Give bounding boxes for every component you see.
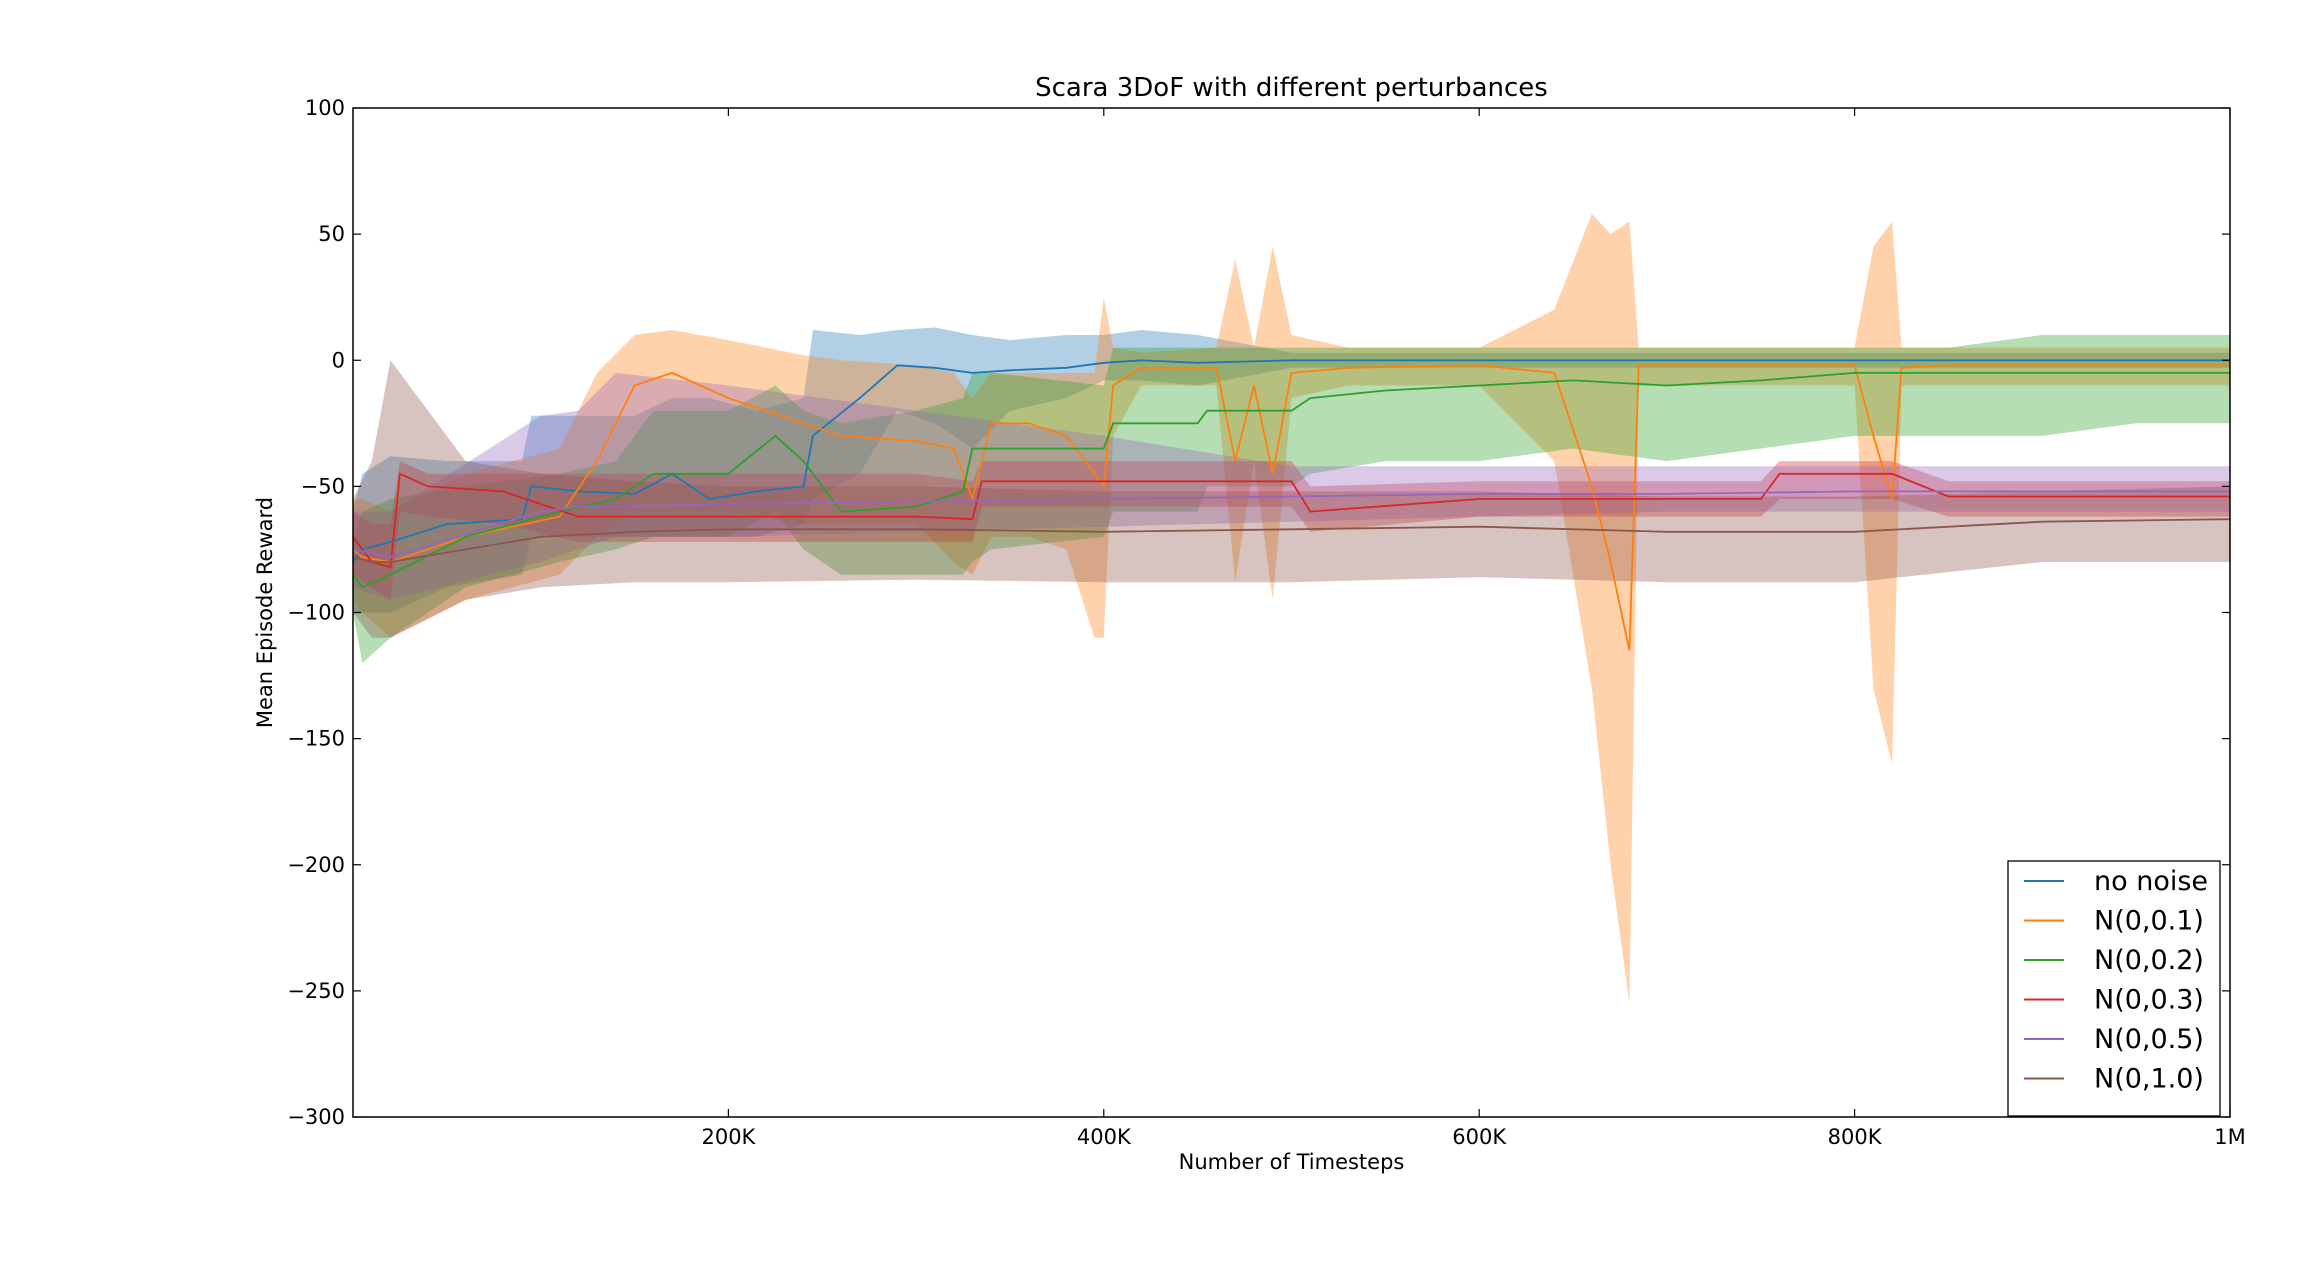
y-tick-label: −250 xyxy=(287,979,345,1003)
legend-label-n-0-1-0: N(0,1.0) xyxy=(2094,1064,2204,1095)
legend-label-n-0-0-1: N(0,0.1) xyxy=(2094,906,2204,937)
line-n-0-1-0 xyxy=(352,518,2231,563)
line-n-0-0-1 xyxy=(352,364,2230,651)
series-lines xyxy=(352,359,2231,651)
x-axis-ticks: 200K 400K 600K 800K 1M xyxy=(701,108,2246,1149)
x-tick-label: 200K xyxy=(701,1125,756,1149)
legend-frame xyxy=(2007,860,2221,1117)
y-tick-label: 50 xyxy=(318,222,345,246)
y-tick-label: −100 xyxy=(287,601,345,625)
y-tick-label: −150 xyxy=(287,727,345,751)
x-axis-title: Number of Timesteps xyxy=(1179,1150,1405,1174)
line-n-0-0-5 xyxy=(352,490,2230,558)
band-n-0-0-3 xyxy=(353,461,2230,600)
chart-title: Scara 3DoF with different perturbances xyxy=(1035,73,1548,103)
band-n-0-0-2 xyxy=(353,335,2230,663)
legend-label-no-noise: no noise xyxy=(2094,866,2208,897)
line-n-0-0-2 xyxy=(352,371,2230,589)
y-axis-title: Mean Episode Reward xyxy=(253,497,277,728)
y-tick-label: −300 xyxy=(287,1105,345,1129)
line-no-noise xyxy=(352,359,2230,563)
y-tick-label: 100 xyxy=(305,96,345,120)
y-tick-label: −200 xyxy=(287,853,345,877)
band-n-0-0-1 xyxy=(353,213,2230,1004)
band-no-noise xyxy=(353,327,2230,613)
line-n-0-0-3 xyxy=(352,472,2230,569)
x-tick-label: 800K xyxy=(1828,1125,1883,1149)
x-tick-label: 600K xyxy=(1452,1125,1507,1149)
x-tick-label: 1M xyxy=(2214,1125,2245,1149)
legend: no noise N(0,0.1) N(0,0.2) N(0,0.3) N(0,0.5)… xyxy=(2007,860,2221,1117)
y-tick-label: −50 xyxy=(301,474,345,498)
x-tick-label: 400K xyxy=(1077,1125,1132,1149)
y-tick-label: 0 xyxy=(332,348,345,372)
legend-label-n-0-0-3: N(0,0.3) xyxy=(2094,985,2204,1016)
y-axis-ticks: 100 50 0 −50 −100 −150 −200 −250 −300 xyxy=(287,96,2230,1129)
legend-label-n-0-0-5: N(0,0.5) xyxy=(2094,1024,2204,1055)
band-n-0-1-0 xyxy=(353,360,2230,638)
legend-label-n-0-0-2: N(0,0.2) xyxy=(2094,945,2204,976)
